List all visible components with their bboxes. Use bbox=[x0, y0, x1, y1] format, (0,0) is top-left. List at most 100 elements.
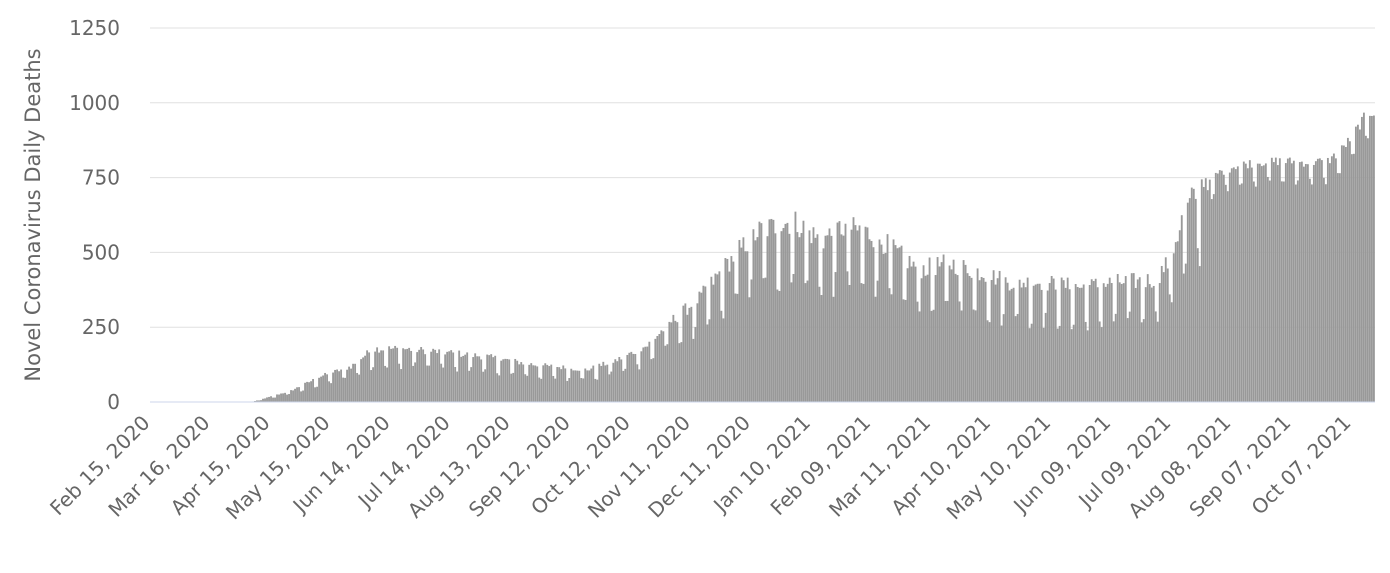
y-tick-label: 750 bbox=[82, 166, 120, 190]
bar bbox=[698, 291, 701, 402]
bar bbox=[962, 260, 965, 402]
bar bbox=[496, 373, 499, 402]
bar bbox=[1030, 323, 1033, 402]
bar bbox=[700, 292, 703, 402]
bar bbox=[960, 310, 963, 402]
bar bbox=[986, 320, 989, 402]
bar bbox=[914, 266, 917, 402]
bar bbox=[576, 370, 579, 402]
bar bbox=[324, 372, 326, 402]
bar bbox=[1154, 311, 1157, 402]
bar bbox=[820, 295, 823, 402]
bar bbox=[1056, 328, 1059, 402]
bar bbox=[862, 283, 865, 402]
bar bbox=[464, 354, 467, 402]
bar bbox=[1212, 194, 1215, 402]
bar bbox=[312, 378, 314, 402]
bar bbox=[1012, 287, 1015, 402]
bar bbox=[1246, 168, 1249, 402]
bar bbox=[718, 271, 721, 402]
bar bbox=[1208, 179, 1211, 402]
bar bbox=[724, 258, 727, 402]
bar bbox=[334, 369, 336, 402]
bar bbox=[660, 330, 663, 402]
bar bbox=[906, 268, 909, 402]
bar bbox=[930, 310, 933, 402]
bar bbox=[410, 350, 413, 402]
bar bbox=[1168, 294, 1171, 402]
bar bbox=[484, 369, 487, 402]
bar bbox=[672, 314, 675, 402]
bar bbox=[618, 356, 621, 402]
bar bbox=[738, 239, 741, 402]
bar bbox=[492, 357, 495, 402]
y-tick-label: 1250 bbox=[69, 16, 120, 40]
bar bbox=[394, 345, 397, 402]
bar bbox=[824, 235, 827, 402]
bar bbox=[902, 299, 905, 402]
bar bbox=[564, 368, 567, 402]
bar bbox=[594, 378, 597, 402]
bar bbox=[1190, 187, 1193, 402]
bar bbox=[1304, 164, 1307, 402]
bar bbox=[714, 273, 717, 402]
bar bbox=[1016, 313, 1019, 402]
bar bbox=[994, 284, 997, 402]
bar bbox=[332, 372, 334, 402]
bar bbox=[540, 378, 543, 402]
bar bbox=[796, 232, 799, 402]
bar bbox=[374, 351, 377, 402]
x-tick-label: Aug 13, 2020 bbox=[403, 411, 515, 523]
bar bbox=[932, 309, 935, 402]
bar bbox=[1326, 157, 1329, 402]
bar bbox=[792, 273, 795, 402]
bar bbox=[684, 303, 687, 402]
bar bbox=[298, 387, 300, 402]
bar bbox=[806, 280, 809, 402]
bar bbox=[1266, 176, 1269, 402]
bar bbox=[1100, 327, 1103, 402]
bar bbox=[1328, 163, 1331, 402]
bar bbox=[468, 370, 471, 402]
bar bbox=[380, 350, 383, 402]
bar bbox=[1044, 312, 1047, 402]
bar bbox=[516, 360, 519, 402]
bar bbox=[1242, 161, 1245, 402]
bar bbox=[810, 243, 813, 402]
bar bbox=[544, 363, 547, 402]
bar bbox=[528, 364, 531, 402]
bar bbox=[1178, 230, 1181, 402]
bar bbox=[356, 372, 359, 402]
bar bbox=[652, 358, 655, 402]
bar bbox=[1128, 311, 1131, 402]
bar bbox=[1228, 172, 1231, 402]
bar bbox=[266, 397, 268, 402]
bar bbox=[926, 274, 929, 402]
bar bbox=[488, 355, 491, 402]
bar bbox=[1104, 286, 1107, 402]
bar bbox=[1010, 288, 1013, 402]
bar bbox=[306, 381, 308, 402]
bar bbox=[1254, 186, 1257, 402]
bar bbox=[742, 237, 745, 402]
bar bbox=[1186, 202, 1189, 402]
bar bbox=[834, 272, 837, 402]
bar bbox=[1098, 321, 1101, 402]
bar bbox=[1126, 318, 1129, 402]
bar bbox=[808, 230, 811, 402]
bar bbox=[498, 375, 501, 402]
bar bbox=[1144, 287, 1147, 402]
bar bbox=[992, 270, 995, 402]
bar bbox=[662, 331, 665, 402]
bar bbox=[782, 227, 785, 402]
bar bbox=[400, 369, 403, 402]
bar bbox=[610, 371, 613, 402]
bar bbox=[702, 285, 705, 402]
bar bbox=[1336, 173, 1339, 402]
bar bbox=[290, 390, 292, 402]
bar bbox=[338, 371, 340, 402]
bar bbox=[864, 226, 867, 402]
bar bbox=[1364, 135, 1367, 403]
bar bbox=[826, 235, 829, 402]
bar bbox=[1006, 282, 1009, 402]
